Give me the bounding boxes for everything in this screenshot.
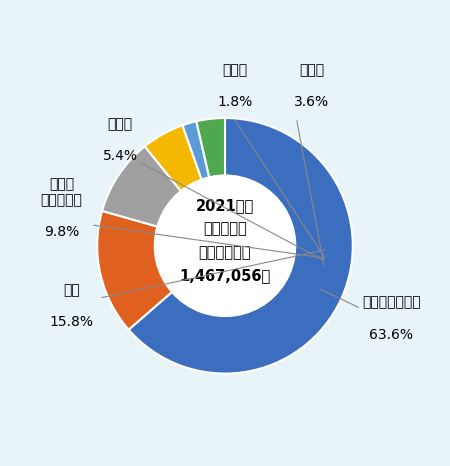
Text: マルチ・スズキ: マルチ・スズキ — [362, 295, 420, 310]
Text: 15.8%: 15.8% — [50, 315, 94, 329]
Text: 現代: 現代 — [63, 283, 80, 297]
Wedge shape — [129, 118, 353, 374]
Wedge shape — [182, 121, 209, 179]
Text: 1.8%: 1.8% — [218, 95, 253, 109]
Wedge shape — [196, 118, 225, 177]
Wedge shape — [145, 125, 202, 191]
Text: 3.6%: 3.6% — [294, 95, 329, 109]
Text: ルノー: ルノー — [223, 63, 248, 77]
Text: 2021年度
一般乗用車
国内販売台数
1,467,056台: 2021年度 一般乗用車 国内販売台数 1,467,056台 — [180, 198, 270, 283]
Text: 9.8%: 9.8% — [44, 226, 79, 240]
Text: タタ・
モーターズ: タタ・ モーターズ — [40, 177, 82, 207]
Text: 5.4%: 5.4% — [103, 149, 138, 163]
Text: その他: その他 — [299, 63, 324, 77]
Wedge shape — [97, 211, 172, 329]
Wedge shape — [102, 146, 181, 226]
Text: ホンダ: ホンダ — [108, 117, 133, 131]
Text: 63.6%: 63.6% — [369, 328, 413, 342]
Circle shape — [155, 176, 295, 316]
